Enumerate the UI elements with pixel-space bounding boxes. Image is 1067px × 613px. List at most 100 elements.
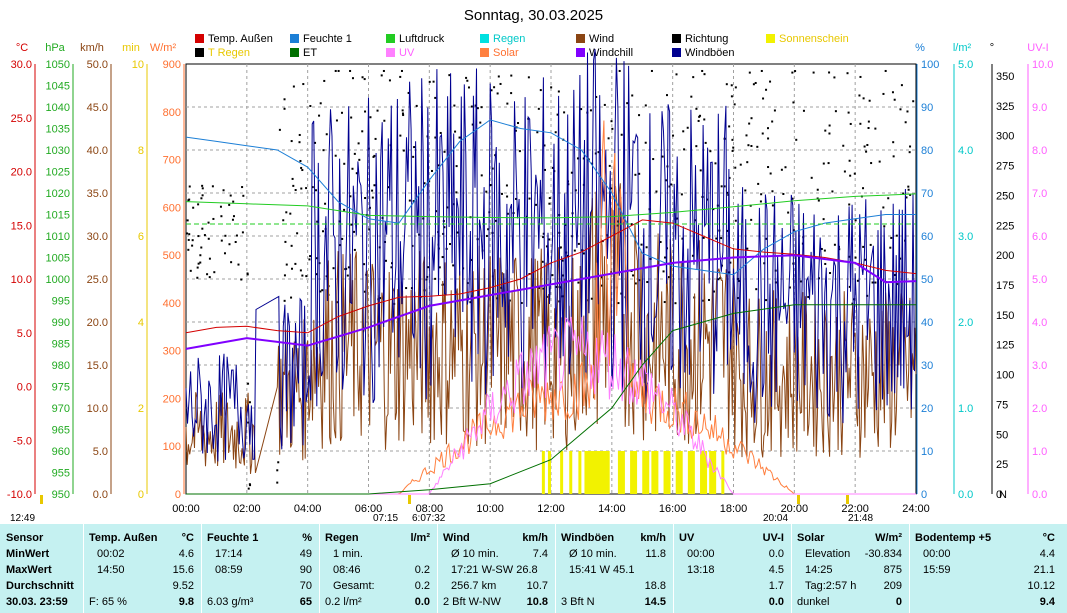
axis-tick-label: 1000 xyxy=(46,274,70,286)
axis-tick-label: N xyxy=(999,489,1007,501)
time-mark-label: 12:49 xyxy=(10,513,35,524)
wind-direction-point xyxy=(670,183,673,186)
summary-row-label: MaxWert xyxy=(6,564,52,576)
legend-label: Regen xyxy=(493,33,526,45)
wind-direction-point xyxy=(634,282,637,285)
axis-tick-label: 0 xyxy=(138,489,144,501)
wind-direction-point xyxy=(402,114,405,117)
wind-direction-point xyxy=(443,226,446,229)
wind-direction-point xyxy=(452,264,455,267)
wind-direction-point xyxy=(769,80,772,83)
wind-direction-point xyxy=(514,129,517,132)
wind-direction-point xyxy=(652,158,655,161)
wind-direction-point xyxy=(632,274,635,277)
axis-tick-label: 25 xyxy=(996,459,1008,471)
wind-direction-point xyxy=(640,243,643,246)
wind-direction-point xyxy=(368,228,371,231)
axis-tick-label: 0 xyxy=(921,489,927,501)
wind-direction-point xyxy=(820,247,823,250)
wind-direction-point xyxy=(829,272,832,275)
series-line xyxy=(185,119,916,276)
wind-direction-point xyxy=(343,162,346,165)
wind-direction-point xyxy=(290,244,293,247)
axis-tick-label: 6.0 xyxy=(1032,231,1047,243)
axis-tick-label: 1020 xyxy=(46,188,70,200)
legend-label: Windböen xyxy=(685,47,735,59)
wind-direction-point xyxy=(337,69,340,72)
legend-label: Solar xyxy=(493,47,519,59)
wind-direction-point xyxy=(882,92,885,95)
windboeen-series xyxy=(185,49,915,462)
wind-direction-point xyxy=(792,101,795,104)
wind-direction-point xyxy=(650,69,653,72)
wind-direction-point xyxy=(859,122,862,125)
wind-direction-point xyxy=(283,107,286,110)
wind-direction-point xyxy=(706,198,709,201)
wind-direction-point xyxy=(437,164,440,167)
wind-direction-point xyxy=(248,483,251,486)
wind-direction-point xyxy=(680,193,683,196)
sun-marker xyxy=(797,495,800,504)
wind-direction-point xyxy=(343,208,346,211)
wind-direction-point xyxy=(746,161,749,164)
legend-swatch xyxy=(766,34,775,43)
legend-item: Wind xyxy=(576,33,614,45)
wind-direction-point xyxy=(707,298,710,301)
summary-col-title: Regen xyxy=(325,532,359,544)
axis-tick-label: 10 xyxy=(132,59,144,71)
wind-direction-point xyxy=(201,184,204,187)
axis-tick-label: 50 xyxy=(996,429,1008,441)
wind-direction-point xyxy=(544,168,547,171)
legend-item: ET xyxy=(290,47,317,59)
summary-cell-label: 08:59 xyxy=(215,564,243,576)
wind-direction-point xyxy=(822,218,825,221)
legend-label: Sonnenschein xyxy=(779,33,849,45)
wind-direction-point xyxy=(854,256,857,259)
legend-label: Luftdruck xyxy=(399,33,445,45)
wind-direction-point xyxy=(538,287,541,290)
wind-direction-point xyxy=(401,112,404,115)
sunshine-bar xyxy=(700,451,708,494)
wind-direction-point xyxy=(208,257,211,260)
sunshine-bar xyxy=(547,451,551,494)
wind-direction-point xyxy=(715,237,718,240)
wind-direction-point xyxy=(506,102,509,105)
wind-direction-point xyxy=(283,274,286,277)
wind-direction-point xyxy=(430,169,433,172)
wind-direction-point xyxy=(595,95,598,98)
summary-footer-value: 0.0 xyxy=(768,596,784,608)
summary-cell-value: 70 xyxy=(299,580,312,592)
axis-tick-label: 900 xyxy=(163,59,181,71)
wind-direction-point xyxy=(734,219,737,222)
wind-direction-point xyxy=(847,111,850,114)
wind-direction-point xyxy=(542,287,545,290)
wind-direction-point xyxy=(234,241,237,244)
wind-direction-point xyxy=(865,150,868,153)
wind-direction-point xyxy=(703,73,706,76)
axis-tick-label: 1030 xyxy=(46,145,70,157)
axis-tick-label: 5.0 xyxy=(1032,274,1047,286)
summary-cell-value: 9.52 xyxy=(172,580,194,592)
wind-direction-point xyxy=(411,244,414,247)
wind-direction-point xyxy=(299,269,302,272)
wind-direction-point xyxy=(548,197,551,200)
wind-direction-point xyxy=(874,127,877,130)
wind-direction-point xyxy=(905,196,908,199)
wind-direction-point xyxy=(791,197,794,200)
wind-direction-point xyxy=(754,81,757,84)
summary-cell-value: 875 xyxy=(883,564,902,576)
wind-direction-point xyxy=(441,256,444,259)
wind-direction-point xyxy=(733,103,736,106)
wind-direction-point xyxy=(690,95,693,98)
wind-direction-point xyxy=(363,290,366,293)
axis-tick-label: 35.0 xyxy=(87,188,108,200)
wind-direction-point xyxy=(810,176,813,179)
axis-tick-label: 1.0 xyxy=(958,403,973,415)
wind-direction-point xyxy=(458,136,461,139)
wind-direction-point xyxy=(550,86,553,89)
wind-direction-point xyxy=(383,119,386,122)
wind-direction-point xyxy=(290,140,293,143)
axis-tick-label: 1045 xyxy=(46,81,70,93)
wind-direction-point xyxy=(799,280,802,283)
axis-tick-label: 995 xyxy=(52,296,70,308)
